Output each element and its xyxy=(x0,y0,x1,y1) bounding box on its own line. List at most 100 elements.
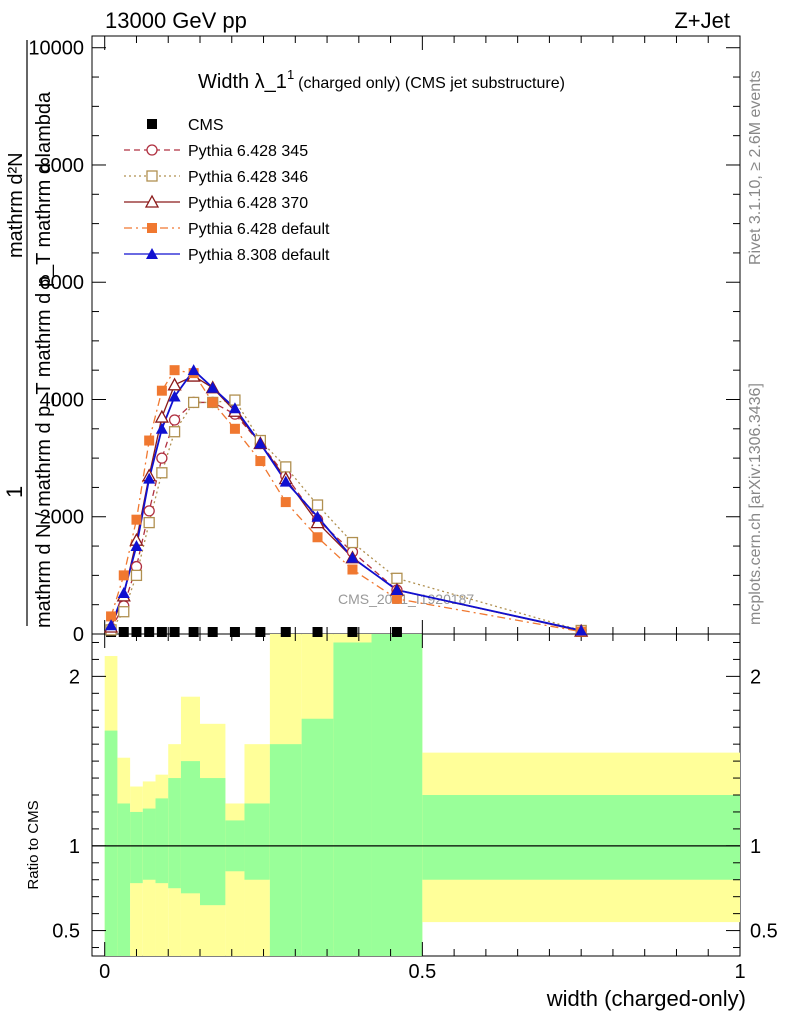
ylabel-top: mathrm d²N xyxy=(5,152,27,258)
data-point xyxy=(118,606,130,618)
data-point xyxy=(154,409,169,423)
data-point-cms xyxy=(188,627,199,637)
ratio-band-green xyxy=(269,744,302,956)
legend-label: CMS xyxy=(188,117,224,134)
data-point-cms xyxy=(255,627,266,637)
data-point xyxy=(280,461,292,473)
chart-title-main: Width λ_1 xyxy=(198,71,287,93)
data-point xyxy=(168,426,181,438)
ylabel-denominator: mathrm d N / mathrm d p_T mathrm d p_T m… xyxy=(33,91,55,628)
data-point xyxy=(311,510,324,522)
data-point xyxy=(117,586,130,598)
data-point xyxy=(131,514,142,525)
ratio-band-green xyxy=(168,778,181,889)
data-point-cms xyxy=(207,627,218,637)
data-point xyxy=(310,515,325,529)
data-point-cms xyxy=(144,627,155,637)
main-ytick-label: 4000 xyxy=(40,389,85,411)
ratio-band-green xyxy=(333,642,372,956)
data-point xyxy=(156,385,167,396)
ratio-ytick-label: 1 xyxy=(69,836,80,858)
ratio-band-green xyxy=(371,634,423,956)
data-point xyxy=(254,437,267,449)
data-point xyxy=(156,467,168,479)
data-point xyxy=(390,584,403,596)
legend-marker xyxy=(146,170,158,182)
data-point-cms xyxy=(391,627,402,637)
ratio-ytick-label-right: 0.5 xyxy=(750,921,778,943)
ratio-band-green xyxy=(155,798,169,884)
data-point xyxy=(168,390,181,402)
legend-label: Pythia 6.428 346 xyxy=(188,169,308,186)
xtick-label: 0.5 xyxy=(408,961,436,983)
data-point xyxy=(391,593,402,604)
legend-marker xyxy=(144,194,160,208)
header-right: Z+Jet xyxy=(674,8,730,33)
data-point-cms xyxy=(312,627,323,637)
ratio-band-green xyxy=(422,795,740,880)
data-point xyxy=(167,377,182,391)
data-point xyxy=(279,475,292,487)
data-point-cms xyxy=(347,627,358,637)
data-point xyxy=(229,423,240,434)
main-axes: 0 2000 4000 6000 8000 10000 xyxy=(28,38,740,646)
data-point xyxy=(187,396,200,409)
data-point xyxy=(206,381,219,393)
data-point xyxy=(255,456,266,467)
ylabel-numerator: 1 xyxy=(2,486,27,498)
data-point xyxy=(346,536,359,549)
xtick-label: 0 xyxy=(99,961,110,983)
watermark: CMS_2021_I1920187 xyxy=(338,591,474,607)
data-point xyxy=(168,414,181,426)
data-point xyxy=(130,569,143,582)
data-point xyxy=(144,435,155,446)
ratio-ylabel: Ratio to CMS xyxy=(25,800,42,889)
data-point-cms xyxy=(156,627,167,637)
data-point xyxy=(312,532,323,543)
ratio-band-green xyxy=(130,811,143,884)
data-point xyxy=(143,505,155,517)
data-point xyxy=(118,570,129,581)
xtick-label: 1 xyxy=(734,961,745,983)
data-point xyxy=(228,402,241,414)
main-ytick-label: 0 xyxy=(73,624,84,646)
legend-label: Pythia 6.428 345 xyxy=(188,143,308,160)
chart-title-suffix: (charged only) (CMS jet substructure) xyxy=(298,75,565,92)
rivet-label: Rivet 3.1.10, ≥ 2.6M events xyxy=(747,70,764,265)
legend-marker xyxy=(147,119,157,129)
data-point-cms xyxy=(280,627,291,637)
ratio-ytick-label-right: 1 xyxy=(750,836,761,858)
data-point xyxy=(155,422,168,434)
series-layer xyxy=(103,364,589,637)
ratio-ytick-label: 0.5 xyxy=(52,921,80,943)
ratio-band-green xyxy=(301,718,334,956)
data-point xyxy=(391,572,403,584)
ratio-band-green xyxy=(104,730,118,956)
ratio-band-green xyxy=(117,803,131,956)
legend: CMS Pythia 6.428 345 Pythia 6.428 346 Pythi… xyxy=(124,117,330,264)
data-point xyxy=(280,497,291,508)
ratio-bands xyxy=(92,634,740,956)
data-point xyxy=(347,564,358,575)
data-point xyxy=(105,619,118,631)
ratio-band-green xyxy=(142,808,156,880)
legend-label: Pythia 6.428 default xyxy=(188,221,330,238)
data-point-cms xyxy=(169,627,180,637)
ratio-band-green xyxy=(180,761,200,894)
data-point xyxy=(156,452,168,464)
ratio-axes: 0.5 0.51 12 20 0.5 1 xyxy=(52,36,778,983)
svg-text:Width λ_11(charged only) (CMS: Width λ_11 (charged only) (CMS jet substr… xyxy=(198,67,565,93)
ratio-ytick-label-right: 2 xyxy=(750,666,761,688)
data-point-cms xyxy=(118,627,129,637)
data-point xyxy=(311,499,324,511)
legend-marker xyxy=(146,144,158,156)
legend-marker xyxy=(146,248,158,259)
data-point xyxy=(106,611,117,622)
data-point xyxy=(346,551,359,563)
main-ytick-label: 2000 xyxy=(40,507,85,529)
chart-title: Width λ_11 (charged only) (CMS jet substr… xyxy=(198,67,565,93)
data-point xyxy=(169,365,180,376)
xlabel: width (charged-only) xyxy=(546,986,746,1011)
data-point xyxy=(207,397,218,408)
